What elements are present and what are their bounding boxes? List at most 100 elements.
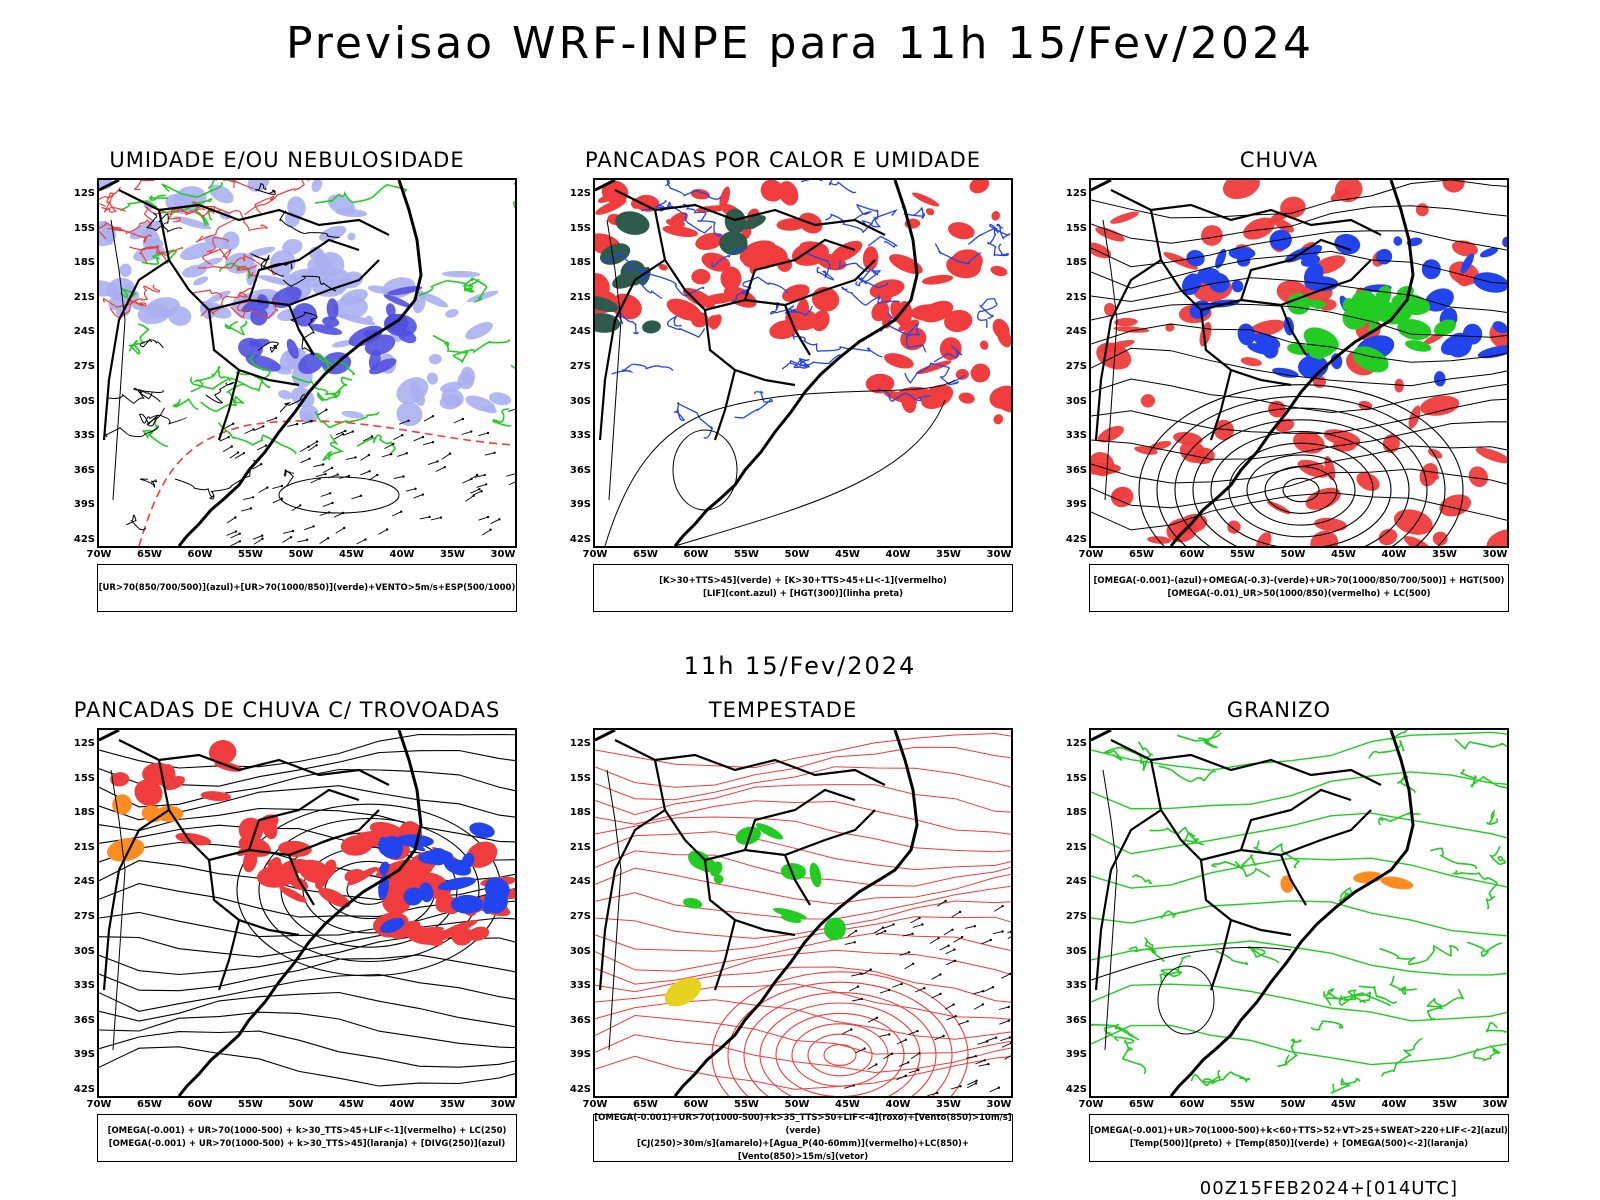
lat-tick-label: 18S (1065, 807, 1087, 819)
panel-title: TEMPESTADE (708, 698, 858, 722)
legend-line-1: [OMEGA(-0.001)-(azul)+OMEGA(-0.3)-(verde… (1093, 576, 1505, 586)
lon-tick-label: 70W (86, 549, 112, 560)
lat-tick-label: 42S (569, 1084, 591, 1095)
lat-tick-label: 12S (569, 738, 591, 749)
panel-title: GRANIZO (1226, 698, 1332, 722)
lon-tick-label: 60W (683, 1099, 709, 1110)
lon-tick-label: 65W (633, 549, 658, 560)
lat-tick-label: 33S (73, 980, 95, 992)
lon-tick-label: 30W (490, 1099, 516, 1110)
lat-tick-label: 30S (1065, 945, 1087, 957)
lon-tick-label: 45W (339, 1099, 364, 1110)
lon-tick-label: 60W (1179, 549, 1205, 560)
lat-tick-label: 21S (569, 841, 591, 853)
panel-pancadas-calor: PANCADAS POR CALOR E UMIDADE 12S 15S 18S 21S… (553, 148, 1013, 633)
lon-tick-label: 60W (187, 549, 213, 560)
panel-granizo: GRANIZO 12S 15S 18S 21S 24S 27S 30S 33S 36S 39S 42S… (1049, 698, 1509, 1183)
legend-box: [OMEGA(-0.001) + UR>70(1000-500) + k>30_… (97, 1114, 517, 1162)
lon-tick-label: 45W (835, 549, 860, 560)
panel-title: CHUVA (1239, 148, 1319, 172)
lat-tick-label: 15S (73, 222, 95, 234)
legend-box: [UR>70(850/700/500)](azul)+[UR>70(1000/8… (97, 564, 517, 612)
lon-tick-label: 30W (490, 549, 516, 560)
lat-tick-label: 12S (1065, 738, 1087, 749)
lat-tick-label: 15S (569, 772, 591, 784)
lat-tick-label: 39S (569, 1049, 591, 1061)
lat-tick-label: 12S (1065, 188, 1087, 199)
lat-tick-label: 21S (569, 291, 591, 303)
lat-tick-label: 33S (1065, 980, 1087, 992)
lat-tick-label: 24S (73, 326, 95, 338)
lat-tick-label: 18S (569, 807, 591, 819)
lon-tick-label: 50W (784, 549, 810, 560)
lon-tick-label: 40W (885, 1099, 911, 1110)
lat-tick-label: 36S (1065, 464, 1087, 476)
lat-tick-label: 12S (73, 738, 95, 749)
lon-tick-label: 45W (1331, 1099, 1356, 1110)
lon-tick-label: 45W (835, 1099, 860, 1110)
lat-tick-label: 42S (569, 534, 591, 545)
legend-line-1: [UR>70(850/700/500)](azul)+[UR>70(1000/8… (98, 582, 516, 593)
lon-tick-label: 50W (784, 1099, 810, 1110)
lon-tick-label: 45W (339, 549, 364, 560)
lon-tick-label: 65W (137, 1099, 162, 1110)
legend-line-2: [Temp(500)](preto) + [Temp(850)](verde) … (1129, 1139, 1469, 1149)
lat-tick-label: 21S (1065, 291, 1087, 303)
lat-tick-label: 33S (73, 430, 95, 442)
lat-tick-label: 21S (73, 291, 95, 303)
lat-tick-label: 42S (73, 1084, 95, 1095)
lat-tick-label: 24S (569, 326, 591, 338)
lat-tick-label: 33S (569, 430, 591, 442)
lon-tick-label: 65W (633, 1099, 658, 1110)
lon-tick-label: 30W (1482, 549, 1508, 560)
lat-tick-label: 27S (1065, 911, 1087, 922)
lat-tick-label: 15S (1065, 222, 1087, 234)
lon-tick-label: 55W (1230, 1099, 1255, 1110)
lon-tick-label: 70W (86, 1099, 112, 1110)
lat-tick-label: 24S (73, 876, 95, 888)
lat-tick-label: 24S (1065, 876, 1087, 888)
lat-tick-label: 36S (1065, 1014, 1087, 1026)
lat-tick-label: 42S (73, 534, 95, 545)
lon-tick-label: 30W (1482, 1099, 1508, 1110)
lon-tick-label: 50W (288, 549, 314, 560)
lon-tick-label: 65W (1129, 549, 1154, 560)
lon-tick-label: 70W (582, 549, 608, 560)
mid-title: 11h 15/Fev/2024 (683, 652, 917, 680)
lat-tick-label: 12S (73, 188, 95, 199)
lon-tick-label: 40W (1381, 549, 1407, 560)
map-area (593, 178, 1013, 548)
main-title: Previsao WRF-INPE para 11h 15/Fev/2024 (286, 18, 1314, 69)
panel-pancadas-trovoadas: PANCADAS DE CHUVA C/ TROVOADAS 12S 15S 18S 2… (57, 698, 517, 1183)
lon-tick-label: 50W (1280, 549, 1306, 560)
panel-title: UMIDADE E/OU NEBULOSIDADE (109, 148, 465, 172)
legend-line-1: [K>30+TTS>45](verde) + [K>30+TTS>45+LI<-… (659, 576, 947, 586)
lon-tick-label: 60W (187, 1099, 213, 1110)
lon-tick-label: 35W (1432, 549, 1457, 560)
lat-tick-label: 33S (1065, 430, 1087, 442)
lat-tick-label: 39S (569, 499, 591, 511)
lon-tick-label: 55W (238, 1099, 263, 1110)
lon-tick-label: 35W (440, 549, 465, 560)
lat-tick-label: 27S (569, 361, 591, 372)
lat-tick-label: 36S (569, 1014, 591, 1026)
lon-tick-label: 30W (986, 1099, 1012, 1110)
panel-umidade: UMIDADE E/OU NEBULOSIDADE 12S 15S 18S 21S 24S… (57, 148, 517, 633)
lat-tick-label: 27S (73, 911, 95, 922)
lon-tick-label: 35W (936, 549, 961, 560)
lat-tick-label: 30S (73, 395, 95, 407)
map-field-plot (99, 180, 515, 546)
lat-tick-label: 21S (1065, 841, 1087, 853)
lat-tick-label: 30S (569, 395, 591, 407)
legend-box: [OMEGA(-0.001)+UR>70(1000-500)+k>35_TTS>… (593, 1113, 1013, 1162)
legend-box: [OMEGA(-0.001)+UR>70(1000-500)+k<60+TTS>… (1089, 1114, 1509, 1162)
legend-line-2: [OMEGA(-0.01)_UR>50(1000/850)(vermelho) … (1167, 589, 1431, 599)
map-field-plot (1091, 180, 1507, 546)
lon-tick-label: 70W (1078, 1099, 1104, 1110)
panel-title: PANCADAS DE CHUVA C/ TROVOADAS (73, 698, 501, 722)
lat-tick-label: 30S (73, 945, 95, 957)
lat-tick-label: 18S (73, 807, 95, 819)
lat-tick-label: 33S (569, 980, 591, 992)
lon-tick-label: 40W (885, 549, 911, 560)
panel-title: PANCADAS POR CALOR E UMIDADE (584, 148, 982, 172)
